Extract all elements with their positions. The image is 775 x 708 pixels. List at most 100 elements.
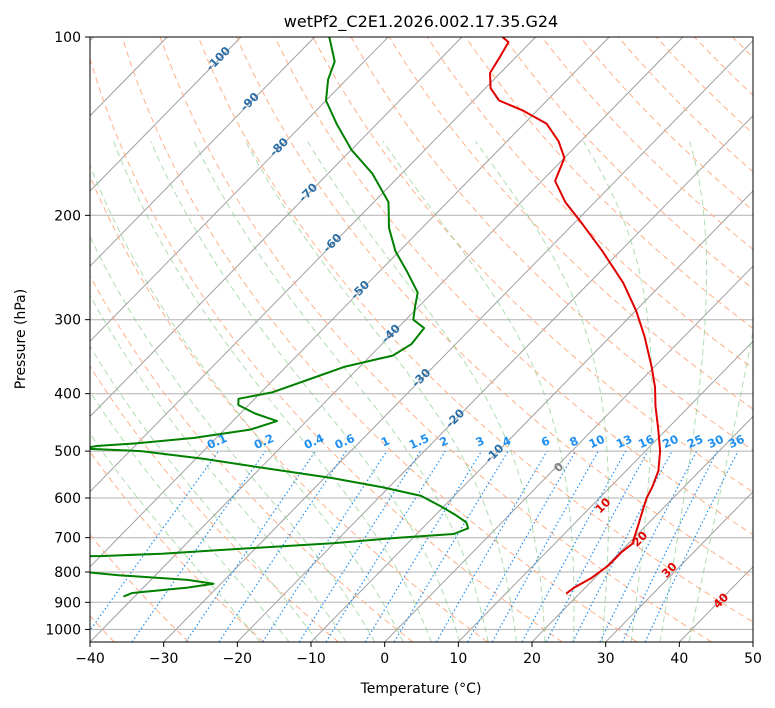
mixing-ratio-line <box>491 450 599 642</box>
dry-adiabat-label: -70 <box>296 180 321 205</box>
isotherm-line <box>90 37 684 642</box>
x-tick-label: −20 <box>223 651 253 667</box>
moist-adiabat-line <box>90 390 290 642</box>
dry-adiabat-line <box>236 37 753 579</box>
moist-adiabat-label: 40 <box>710 590 731 611</box>
dry-adiabat-line <box>732 37 753 58</box>
y-tick-label: 400 <box>54 387 81 403</box>
chart-title: wetPf2_C2E1.2026.002.17.35.G24 <box>284 12 558 32</box>
dry-adiabat-line <box>426 37 753 370</box>
dry-adiabat-line <box>312 37 753 493</box>
dry-adiabat-line <box>579 37 753 212</box>
moist-adiabat-line <box>112 141 432 642</box>
isotherm-line <box>90 37 536 493</box>
isotherm-line <box>90 37 315 267</box>
y-tick-label: 200 <box>54 208 81 224</box>
mixing-ratio-line <box>572 450 673 642</box>
y-tick-label: 100 <box>54 30 81 46</box>
dry-adiabat-label: -80 <box>267 135 292 160</box>
dewpoint-profile-line <box>90 37 470 598</box>
dry-adiabat-line <box>197 37 753 623</box>
y-tick-label: 300 <box>54 313 81 329</box>
mixing-ratio-line <box>131 450 266 642</box>
moist-adiabat-line <box>307 141 546 642</box>
x-axis-ticks: −40 −30 −20 −10 0 10 20 30 40 50 <box>75 642 762 667</box>
dry-adiabat-line <box>90 175 488 642</box>
background-lines <box>90 37 775 642</box>
isotherm-line <box>678 566 753 642</box>
isotherm-line <box>90 37 610 568</box>
dry-adiabat-line <box>159 37 712 642</box>
dry-adiabat-line <box>90 365 339 642</box>
dry-adiabat-line <box>274 37 753 536</box>
mixing-ratio-label: 0.4 <box>302 431 326 452</box>
isotherm-line <box>605 490 753 642</box>
x-tick-label: 40 <box>670 651 688 667</box>
mixing-ratio-label: 8 <box>567 433 580 449</box>
dry-adiabat-label: -30 <box>409 365 434 390</box>
isotherm-line <box>90 37 463 418</box>
dry-adiabat-label: -100 <box>203 44 233 74</box>
dry-adiabat-line <box>121 37 638 642</box>
mixing-ratio-label: 20 <box>660 432 680 451</box>
moist-adiabat-line <box>193 141 489 642</box>
x-tick-label: 10 <box>449 651 467 667</box>
x-tick-label: −30 <box>149 651 179 667</box>
moist-adiabat-line <box>659 141 708 642</box>
dry-adiabat-line <box>90 451 264 642</box>
x-tick-label: 20 <box>523 651 541 667</box>
dry-adiabat-label: -40 <box>378 321 403 346</box>
dry-adiabat-label: -50 <box>348 277 373 302</box>
mixing-ratio-label: 30 <box>705 432 725 451</box>
moist-adiabat-line <box>150 141 461 642</box>
mixing-ratio-line <box>298 450 422 642</box>
mixing-ratio-label: 3 <box>473 433 486 449</box>
mixing-ratio-line <box>90 450 220 632</box>
isotherm-line <box>384 265 753 642</box>
dry-adiabat-line <box>771 37 775 642</box>
y-tick-label: 800 <box>54 565 81 581</box>
mixing-ratio-line <box>621 450 718 642</box>
mixing-ratio-line <box>185 450 316 642</box>
moist-adiabat-line <box>582 141 653 642</box>
dry-adiabat-line <box>350 37 753 451</box>
isotherm-line <box>457 340 753 642</box>
mixing-ratio-label: 36 <box>726 432 746 451</box>
y-tick-label: 1000 <box>45 622 81 638</box>
isotherm-line <box>236 115 753 642</box>
moist-adiabat-line <box>90 235 376 642</box>
y-axis-ticks: 100 200 300 400 500 600 700 800 900 1000 <box>45 30 90 638</box>
moist-adiabat-label: 20 <box>629 528 650 549</box>
dry-adiabat-label: -20 <box>443 406 468 431</box>
mixing-ratio-label: 16 <box>636 432 656 451</box>
dry-adiabat-line <box>388 37 753 410</box>
line-labels: 0.1 0.2 0.4 0.6 1 1.5 2 3 4 6 8 10 13 16 20 25 30 36-100-… <box>203 44 747 612</box>
isotherm-line <box>90 37 242 192</box>
x-axis-label: Temperature (°C) <box>360 681 482 697</box>
dry-adiabat-line <box>90 56 563 642</box>
temperature-profile-line <box>489 37 662 595</box>
moist-adiabat-line <box>90 163 404 642</box>
dry-adiabat-line <box>90 274 414 642</box>
dry-adiabat-line <box>655 37 753 135</box>
dry-adiabat-line <box>694 37 753 96</box>
dry-adiabat-label: -60 <box>320 230 345 255</box>
moist-adiabat-line <box>475 141 610 642</box>
dry-adiabat-label: -90 <box>237 89 262 114</box>
mixing-ratio-label: 1 <box>379 433 392 449</box>
mixing-ratio-label: 10 <box>587 432 607 451</box>
mixing-ratio-line <box>262 450 388 642</box>
y-tick-label: 700 <box>54 531 81 547</box>
dry-adiabat-line <box>503 37 753 290</box>
moist-adiabat-line <box>90 345 319 642</box>
moist-adiabat-line <box>688 328 753 642</box>
isotherm-line <box>310 190 753 642</box>
x-tick-label: −10 <box>296 651 326 667</box>
y-tick-label: 900 <box>54 595 81 611</box>
plot-frame <box>89 36 754 643</box>
mixing-ratio-label: 25 <box>685 432 705 451</box>
mixing-ratio-line <box>545 450 649 642</box>
moist-adiabat-label: 30 <box>659 559 680 580</box>
moist-adiabat-line <box>90 294 347 642</box>
